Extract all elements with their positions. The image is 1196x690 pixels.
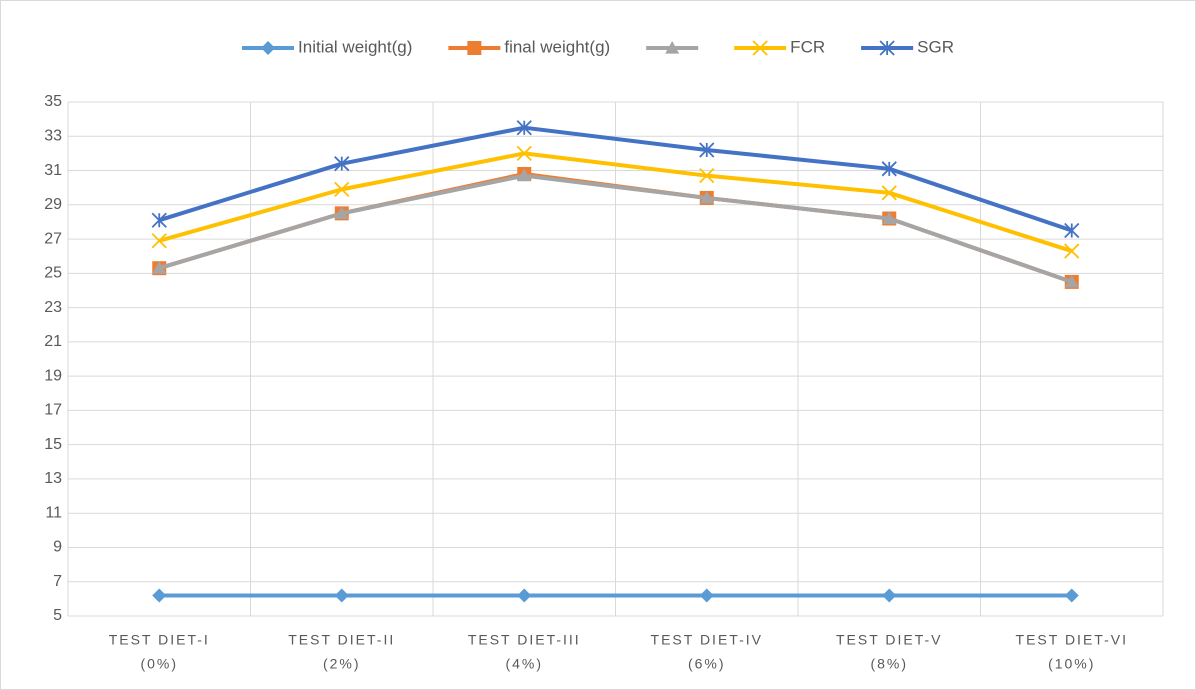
y-tick-label: 11 [45,504,62,521]
y-tick-label: 31 [44,162,62,179]
y-tick-label: 9 [53,539,62,556]
legend-label: FCR [790,37,825,56]
legend-item: Initial weight(g) [242,37,412,56]
legend-item: final weight(g) [448,37,610,56]
marker [881,185,897,201]
x-tick-label: TEST DIET-IV [651,632,763,648]
marker [699,142,715,158]
y-tick-label: 5 [53,607,62,624]
series-line [158,125,1073,233]
marker [881,161,897,177]
y-tick-label: 13 [44,470,62,487]
marker [699,168,715,184]
legend-label: SGR [917,37,954,56]
x-tick-label: TEST DIET-II [288,632,395,648]
marker [1064,588,1079,603]
y-tick-label: 21 [44,333,62,350]
marker [879,40,895,56]
y-tick-label: 15 [44,436,62,453]
marker [517,168,532,182]
marker [699,588,714,603]
marker [151,233,167,249]
marker [334,588,349,603]
x-tick-label: (6%) [688,656,726,672]
marker [752,40,768,56]
marker [1064,222,1080,239]
marker [467,41,482,55]
marker [516,145,532,162]
marker [1064,274,1079,288]
legend-label: final weight(g) [504,37,610,56]
y-tick-label: 19 [44,367,62,384]
x-tick-label: TEST DIET-III [468,632,581,648]
marker [882,588,897,603]
y-tick-label: 29 [44,196,62,213]
marker [1064,243,1080,259]
marker [516,120,532,136]
marker [334,181,350,198]
marker [699,190,714,204]
y-tick-label: 35 [44,93,62,110]
y-tick-label: 17 [44,402,62,419]
legend-item: FCR [734,37,825,56]
series-line [158,173,1073,284]
marker [665,41,680,54]
y-tick-label: 25 [44,265,62,282]
y-tick-label: 33 [44,127,62,144]
y-tick-label: 23 [44,299,62,316]
x-tick-label: TEST DIET-VI [1016,632,1128,648]
legend-item: SGR [861,37,954,56]
y-tick-label: 7 [53,573,62,590]
x-tick-label: (8%) [870,656,908,672]
marker [517,588,532,603]
marker [152,588,167,603]
marker [882,211,897,225]
marker [334,156,350,172]
x-tick-label: TEST DIET-V [836,632,943,648]
marker [152,261,167,274]
legend-item [646,41,699,54]
marker [261,41,276,55]
series-line [158,151,1073,253]
x-tick-label: (0%) [140,656,178,672]
legend-label: Initial weight(g) [298,37,412,56]
x-tick-label: (2%) [323,656,361,672]
x-tick-label: (4%) [505,656,543,672]
marker [151,212,167,228]
y-tick-label: 27 [44,230,62,247]
x-tick-label: TEST DIET-I [109,632,210,648]
x-tick-label: (10%) [1048,656,1095,672]
marker [334,206,349,219]
